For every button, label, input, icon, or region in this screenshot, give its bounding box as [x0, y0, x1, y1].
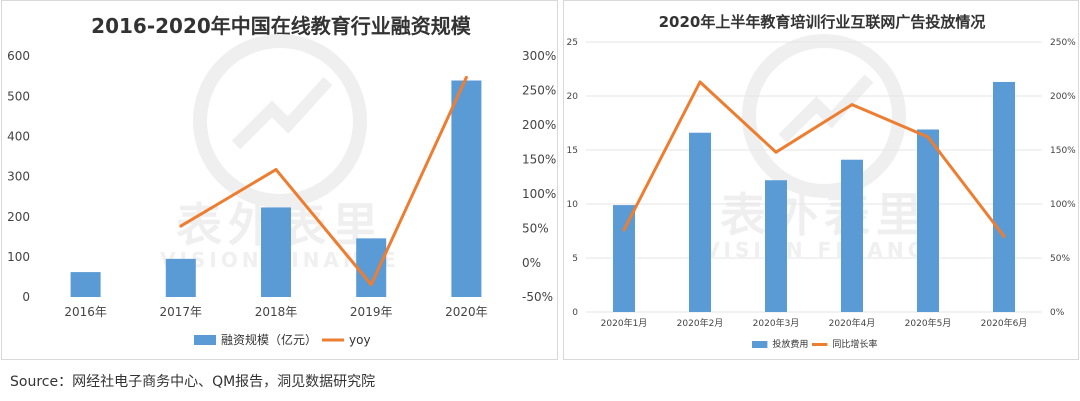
x-tick-label: 2020年	[445, 305, 488, 319]
chart-panel-left: 2016-2020年中国在线教育行业融资规模表外表里VISION FINANCE…	[1, 0, 558, 360]
line-point	[698, 80, 702, 84]
bar	[841, 159, 863, 312]
y-left-tick-label: 25	[567, 38, 578, 48]
y-right-tick-label: 200%	[522, 118, 556, 132]
y-left-tick-label: 10	[567, 200, 579, 210]
legend-swatch-bar	[194, 335, 216, 345]
x-tick-label: 2020年1月	[601, 317, 648, 329]
x-tick-label: 2018年	[255, 305, 298, 319]
y-left-tick-label: 100	[7, 250, 30, 264]
bar	[70, 272, 101, 297]
line-point	[1002, 234, 1006, 238]
y-left-tick-label: 5	[572, 254, 578, 264]
source-note: Source：网经社电子商务中心、QM报告，洞见数据研究院	[10, 374, 376, 390]
x-tick-label: 2016年	[64, 305, 107, 319]
x-tick-label: 2020年3月	[753, 317, 800, 329]
bar	[765, 180, 787, 312]
watermark-logo	[193, 34, 367, 208]
x-tick-label: 2020年2月	[677, 317, 724, 329]
financing-scale-chart: 2016-2020年中国在线教育行业融资规模表外表里VISION FINANCE…	[7, 14, 556, 347]
bar	[356, 238, 387, 297]
y-left-tick-label: 300	[7, 170, 30, 184]
y-left-tick-label: 600	[7, 49, 30, 63]
y-right-tick-label: 150%	[1050, 146, 1076, 156]
y-right-tick-label: 50%	[522, 221, 549, 235]
y-left-tick-label: 20	[567, 92, 579, 102]
bar	[993, 81, 1015, 313]
legend-label-line: 同比增长率	[832, 338, 877, 350]
line-series-path	[180, 76, 468, 287]
y-right-tick-label: 200%	[1050, 92, 1076, 102]
line-point	[926, 135, 930, 139]
y-right-tick-label: 250%	[1050, 38, 1076, 48]
watermark-arrow	[778, 74, 874, 143]
legend-label-bar: 融资规模（亿元）	[221, 332, 317, 347]
y-right-tick-label: 100%	[522, 187, 556, 201]
y-right-tick-label: 100%	[1050, 200, 1076, 210]
y-right-tick-label: 250%	[522, 84, 556, 98]
bar	[165, 258, 196, 297]
x-tick-label: 2020年5月	[905, 317, 952, 329]
y-left-tick-label: 0	[572, 308, 578, 318]
x-tick-label: 2019年	[350, 305, 393, 319]
line-point	[850, 103, 854, 107]
y-right-tick-label: 0%	[522, 256, 541, 270]
line-point	[179, 224, 183, 228]
bar	[613, 205, 635, 312]
bar	[261, 207, 291, 297]
x-tick-label: 2017年	[160, 305, 203, 319]
line-point	[464, 75, 468, 79]
watermark-arrow	[231, 76, 333, 150]
y-right-tick-label: 0%	[1050, 308, 1065, 318]
y-left-tick-label: 15	[567, 146, 578, 156]
legend-swatch-bar	[752, 341, 768, 348]
chart-panel-right: 2020年上半年教育培训行业互联网广告投放情况表外表里 VISION FINANC…	[563, 0, 1079, 360]
line-series-path	[622, 80, 1006, 238]
legend: 融资规模（亿元） yoy	[194, 332, 371, 347]
x-tick-label: 2020年4月	[829, 317, 876, 329]
bar	[451, 80, 482, 297]
legend-label-bar: 投放费用	[772, 338, 808, 350]
watermark-text-cn: 表外表里	[720, 188, 928, 242]
line-point	[369, 283, 373, 287]
chart-title: 2016-2020年中国在线教育行业融资规模	[91, 14, 472, 38]
y-left-tick-label: 400	[7, 130, 30, 144]
chart-title: 2020年上半年教育培训行业互联网广告投放情况	[659, 13, 986, 31]
line-point	[274, 168, 278, 172]
y-right-tick-label: 300%	[522, 49, 556, 63]
y-left-tick-label: 500	[7, 89, 30, 103]
legend-label-line: yoy	[349, 333, 371, 347]
line-point	[774, 150, 778, 154]
watermark-logo	[742, 34, 906, 198]
bar	[917, 129, 939, 312]
bar	[689, 132, 711, 312]
y-right-tick-label: 50%	[1050, 254, 1070, 264]
line-point	[622, 228, 626, 232]
legend: 投放费用 同比增长率	[752, 338, 877, 350]
x-tick-label: 2020年6月	[981, 317, 1028, 329]
y-right-tick-label: -50%	[522, 290, 553, 304]
y-left-tick-label: 0	[22, 290, 30, 304]
y-left-tick-label: 200	[7, 210, 30, 224]
y-right-tick-label: 150%	[522, 152, 556, 166]
